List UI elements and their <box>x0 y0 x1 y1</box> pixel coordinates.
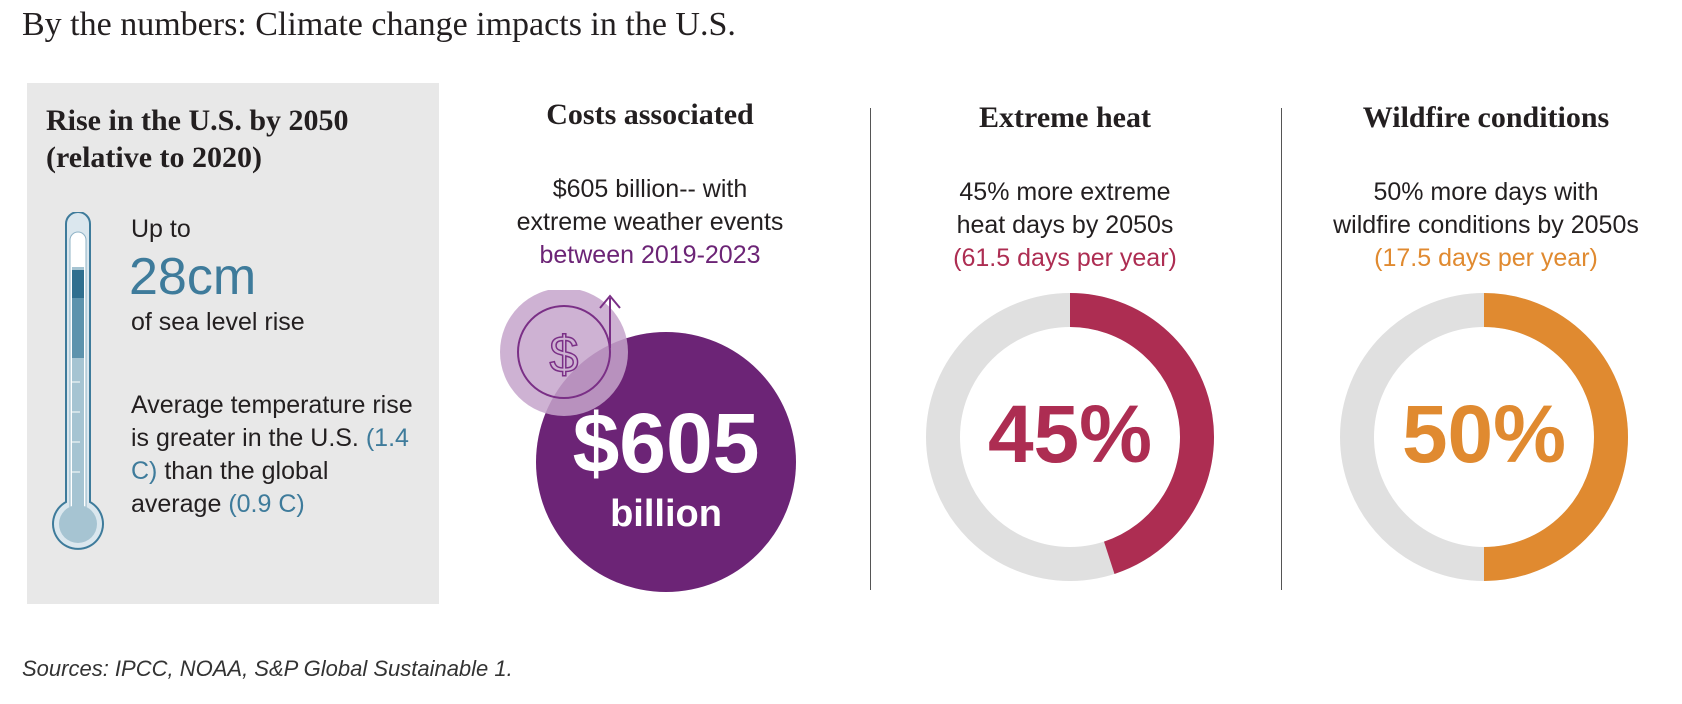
temperature-text-part1: Average temperature rise is greater in t… <box>131 391 413 452</box>
column-divider <box>1281 108 1282 590</box>
column-divider <box>870 108 871 590</box>
costs-text-line1: $605 billion-- with <box>552 175 748 203</box>
global-temperature-value: (0.9 C) <box>228 490 305 518</box>
costs-text: $605 billion-- with extreme weather even… <box>475 173 825 272</box>
costs-circle-value: $605 <box>573 396 760 490</box>
wildfire-donut: 50% <box>1340 293 1628 581</box>
sources-note: Sources: IPCC, NOAA, S&P Global Sustaina… <box>22 656 513 681</box>
heat-donut-slice <box>1069 293 1214 574</box>
dollar-growth-icon: $ <box>517 294 621 399</box>
heat-text-line2: heat days by 2050s <box>956 211 1174 239</box>
thermometer-icon <box>52 212 104 550</box>
heat-text-line1: 45% more extreme <box>959 178 1171 206</box>
heat-heading: Extreme heat <box>979 101 1151 134</box>
sea-level-value: 28cm <box>129 248 257 306</box>
temperature-text: Average temperature rise is greater in t… <box>131 389 421 521</box>
costs-graphic: $ $605 billion <box>500 290 796 592</box>
wildfire-heading: Wildfire conditions <box>1362 101 1610 134</box>
wildfire-text: 50% more days with wildfire conditions b… <box>1296 176 1676 275</box>
wildfire-text-line2: wildfire conditions by 2050s <box>1333 211 1639 239</box>
costs-text-line2: extreme weather events <box>516 208 784 236</box>
wildfire-donut-slice <box>1483 293 1628 581</box>
sea-level-up-to: Up to <box>131 215 191 243</box>
sea-level-heading-line1: Rise in the U.S. by 2050 <box>46 104 349 137</box>
costs-period: between 2019-2023 <box>539 241 761 269</box>
heat-donut-label: 45% <box>988 389 1152 480</box>
heat-text: 45% more extreme heat days by 2050s (61.… <box>890 176 1240 275</box>
extreme-heat-donut: 45% <box>926 293 1214 581</box>
sea-level-heading-line2: (relative to 2020) <box>46 141 263 174</box>
page-title: By the numbers: Climate change impacts i… <box>22 6 736 43</box>
temperature-text-part2: than the global average <box>131 457 329 518</box>
wildfire-detail: (17.5 days per year) <box>1374 244 1598 272</box>
sea-level-caption: of sea level rise <box>131 308 305 336</box>
costs-heading: Costs associated <box>546 98 754 131</box>
sea-level-heading: Rise in the U.S. by 2050 (relative to 20… <box>46 102 426 176</box>
us-temperature-value: (1.4 C) <box>131 424 409 485</box>
heat-detail: (61.5 days per year) <box>953 244 1177 272</box>
costs-circle-unit: billion <box>610 493 722 535</box>
svg-text:$: $ <box>550 326 579 384</box>
wildfire-text-line1: 50% more days with <box>1373 178 1599 206</box>
wildfire-donut-label: 50% <box>1402 389 1566 480</box>
